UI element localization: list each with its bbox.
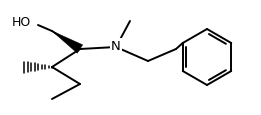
Polygon shape — [52, 32, 83, 54]
Text: HO: HO — [12, 15, 31, 28]
Text: N: N — [111, 39, 121, 52]
